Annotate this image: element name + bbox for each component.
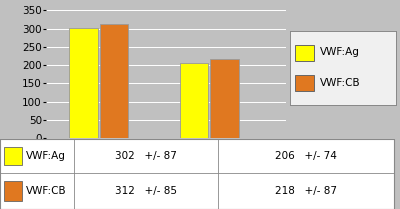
Bar	[4, 147, 22, 165]
Text: 302   +/- 87: 302 +/- 87	[115, 151, 177, 161]
Text: VWF:CB: VWF:CB	[320, 78, 360, 88]
Text: 312   +/- 85: 312 +/- 85	[115, 186, 177, 196]
Bar	[69, 28, 98, 138]
Bar	[210, 59, 239, 138]
Text: CORA  n = 179: CORA n = 179	[60, 146, 138, 156]
Text: VWF:CB: VWF:CB	[26, 186, 67, 196]
Bar	[295, 75, 314, 91]
Text: Kontrollen n = 229: Kontrollen n = 229	[160, 146, 258, 156]
Text: VWF:Ag: VWF:Ag	[320, 47, 360, 57]
Bar	[100, 24, 128, 138]
Text: 206   +/- 74: 206 +/- 74	[275, 151, 337, 161]
Text: VWF:Ag: VWF:Ag	[26, 151, 66, 161]
Bar	[4, 181, 22, 201]
Bar	[295, 45, 314, 61]
Bar	[180, 63, 208, 138]
Text: 218   +/- 87: 218 +/- 87	[275, 186, 337, 196]
